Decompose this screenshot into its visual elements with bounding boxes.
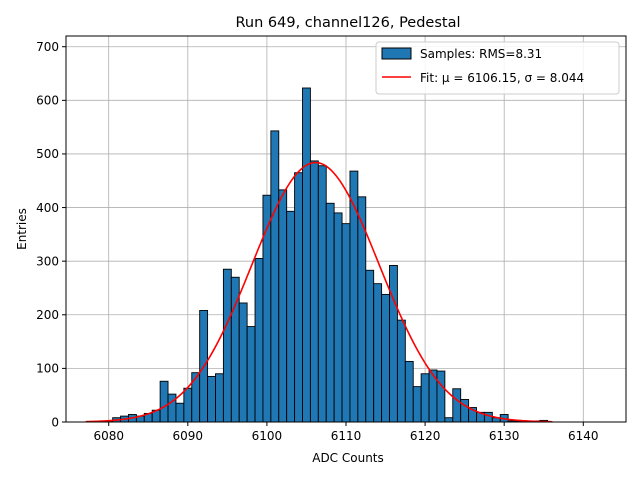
y-tick-label: 500 bbox=[36, 147, 59, 161]
histogram-bar bbox=[270, 130, 280, 423]
y-tick-label: 0 bbox=[51, 415, 59, 429]
gaussian-fit-curve bbox=[85, 161, 553, 423]
histogram-bar bbox=[222, 268, 232, 423]
histogram-bar bbox=[333, 212, 343, 423]
legend-box bbox=[375, 41, 620, 95]
histogram-bar bbox=[436, 370, 446, 423]
histogram-bar bbox=[404, 360, 414, 423]
histogram-bar bbox=[191, 372, 201, 423]
histogram-bar bbox=[159, 380, 169, 423]
histogram-bar bbox=[302, 87, 311, 423]
y-tick-label: 100 bbox=[36, 362, 59, 376]
y-tick-label: 600 bbox=[36, 94, 59, 108]
y-tick-label: 400 bbox=[36, 201, 59, 215]
histogram-bar bbox=[483, 411, 493, 423]
x-axis-ticks: 6080 6090 6100 6110 6120 6130 6140 bbox=[93, 422, 599, 443]
x-tick-label: 6130 bbox=[489, 429, 520, 443]
y-axis-ticks: 0 100 200 300 400 500 600 700 bbox=[36, 40, 66, 429]
histogram-bar bbox=[381, 293, 390, 423]
histogram-bar bbox=[294, 172, 303, 423]
histogram-bar bbox=[389, 265, 398, 423]
legend-histogram-label: Samples: RMS=8.31 bbox=[420, 47, 542, 61]
histogram-bar bbox=[373, 283, 383, 423]
histogram-bar bbox=[412, 386, 422, 423]
x-tick-label: 6110 bbox=[331, 429, 362, 443]
histogram-bar bbox=[444, 417, 454, 423]
histogram-bar bbox=[254, 258, 264, 423]
x-tick-label: 6090 bbox=[173, 429, 204, 443]
y-axis-label: Entries bbox=[15, 208, 29, 250]
histogram-bar bbox=[396, 319, 406, 423]
histogram-bar bbox=[309, 160, 319, 423]
histogram-bar bbox=[183, 387, 193, 423]
histogram-bar bbox=[349, 170, 359, 423]
histogram-bar bbox=[215, 373, 224, 423]
histogram-bars bbox=[104, 87, 549, 423]
legend-histogram-swatch bbox=[381, 47, 412, 60]
histogram-bar bbox=[420, 373, 430, 423]
histogram-bar bbox=[207, 375, 216, 423]
y-tick-label: 700 bbox=[36, 40, 59, 54]
histogram-bar bbox=[317, 165, 327, 423]
x-tick-label: 6120 bbox=[410, 429, 441, 443]
x-tick-label: 6080 bbox=[93, 429, 124, 443]
histogram-bar bbox=[238, 302, 248, 423]
histogram-bar bbox=[341, 223, 351, 423]
histogram-bar bbox=[286, 210, 296, 423]
x-tick-label: 6140 bbox=[568, 429, 599, 443]
x-axis-label: ADC Counts bbox=[312, 451, 384, 465]
legend: Samples: RMS=8.31 Fit: μ = 6106.15, σ = … bbox=[375, 41, 620, 95]
histogram-bar bbox=[278, 189, 288, 423]
y-tick-label: 200 bbox=[36, 308, 59, 322]
legend-fit-label: Fit: μ = 6106.15, σ = 8.044 bbox=[420, 71, 584, 85]
chart-title: Run 649, channel126, Pedestal bbox=[235, 15, 460, 31]
histogram-bar bbox=[175, 402, 185, 423]
histogram-bar bbox=[167, 393, 177, 423]
y-tick-label: 300 bbox=[36, 254, 59, 268]
histogram-bar bbox=[365, 269, 375, 423]
grid-lines bbox=[66, 36, 626, 423]
histogram-bar bbox=[246, 326, 256, 423]
histogram-bar bbox=[325, 202, 335, 423]
histogram-bar bbox=[452, 388, 462, 423]
x-tick-label: 6100 bbox=[252, 429, 283, 443]
